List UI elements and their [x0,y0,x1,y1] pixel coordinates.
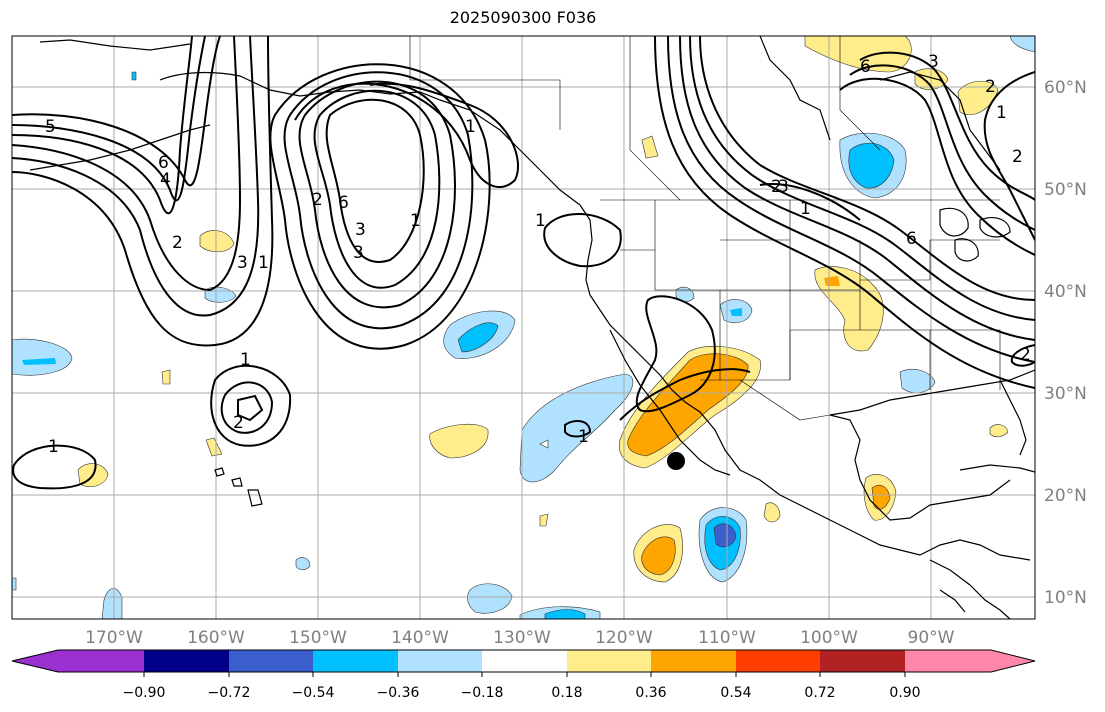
contour-label: 2 [985,77,996,97]
colorbar-segment [313,650,398,672]
contour-label: 1 [465,117,476,137]
contour-label: 6 [158,153,169,173]
lat-label: 60°N [1044,78,1087,98]
colorbar-tick-label: 0.36 [635,685,666,701]
lat-label: 40°N [1044,282,1087,302]
lon-label: 170°W [85,628,143,648]
contour-label: 3 [778,177,789,197]
contour-label: 3 [237,253,248,273]
contour-label: 6 [338,193,349,213]
lon-label: 140°W [391,628,449,648]
lon-label: 100°W [800,628,858,648]
map-area [12,36,1035,619]
lon-label: 150°W [289,628,347,648]
contour-label: 2 [172,233,183,253]
colorbar-tick-label: −0.90 [123,685,166,701]
lon-label: 120°W [595,628,653,648]
lon-label: 160°W [187,628,245,648]
colorbar-tick-label: −0.72 [208,685,251,701]
colorbar-segment [12,650,58,672]
colorbar-tick-label: 0.18 [551,685,582,701]
contour-label: 1 [800,199,811,219]
shading-layer [12,36,1035,619]
contour-label: 1 [578,427,589,447]
colorbar-tick-label: −0.18 [461,685,504,701]
colorbar-segment [398,650,482,672]
lon-label: 110°W [698,628,756,648]
colorbar [11,649,1036,677]
lon-label: 130°W [493,628,551,648]
contour-label: 3 [353,243,364,263]
colorbar-tick-labels: −0.90 −0.72 −0.54 −0.36 −0.18 0.18 0.36 … [123,685,921,701]
map-frame [11,35,1036,620]
colorbar-tick-label: −0.36 [377,685,420,701]
colorbar-segment [820,650,905,672]
contours [12,36,1035,490]
colorbar-tick-label: −0.54 [292,685,335,701]
colorbar-tick-label: 0.54 [720,685,751,701]
colorbar-segment [736,650,820,672]
contour-label: 6 [860,57,871,77]
colorbar-segment [991,650,1035,672]
longitude-labels: 170°W 160°W 150°W 140°W 130°W 120°W 110°… [85,628,955,648]
colorbar-segment [567,650,651,672]
latitude-labels: 60°N 50°N 40°N 30°N 20°N 10°N [1044,78,1087,608]
contour-label: 1 [48,437,59,457]
contour-label: 2 [1012,147,1023,167]
contour-label: 2 [233,413,244,433]
map-title: 2025090300 F036 [449,8,597,27]
contour-label: 3 [928,52,939,72]
contour-label: 1 [996,103,1007,123]
contour-label: 3 [355,220,366,240]
colorbar-segment [651,650,736,672]
contour-label: 1 [240,350,251,370]
colorbar-segment [229,650,313,672]
colorbar-segment [482,650,567,672]
contour-label: 1 [258,253,269,273]
storm-center-marker [667,452,685,470]
contour-label: 2 [312,190,323,210]
colorbar-segment [58,650,144,672]
lat-label: 50°N [1044,180,1087,200]
contour-label: 2 [771,177,782,197]
colorbar-tick-label: 0.72 [804,685,835,701]
contour-labels: 5 6 4 2 3 1 2 6 3 1 1 3 2 1 1 1 1 3 2 3 … [45,52,1031,457]
lon-label: 90°W [908,628,955,648]
lat-label: 20°N [1044,486,1087,506]
contour-label: 6 [906,229,917,249]
contour-label: 4 [160,170,171,190]
contour-label: 1 [535,211,546,231]
colorbar-segment [905,650,991,672]
contour-label: 2 [1020,345,1031,365]
colorbar-tick-label: 0.90 [889,685,920,701]
lat-label: 30°N [1044,384,1087,404]
lat-label: 10°N [1044,588,1087,608]
colorbar-outline [11,649,1036,673]
contour-label: 1 [410,211,421,231]
colorbar-segment [144,650,229,672]
contour-label: 5 [45,117,56,137]
